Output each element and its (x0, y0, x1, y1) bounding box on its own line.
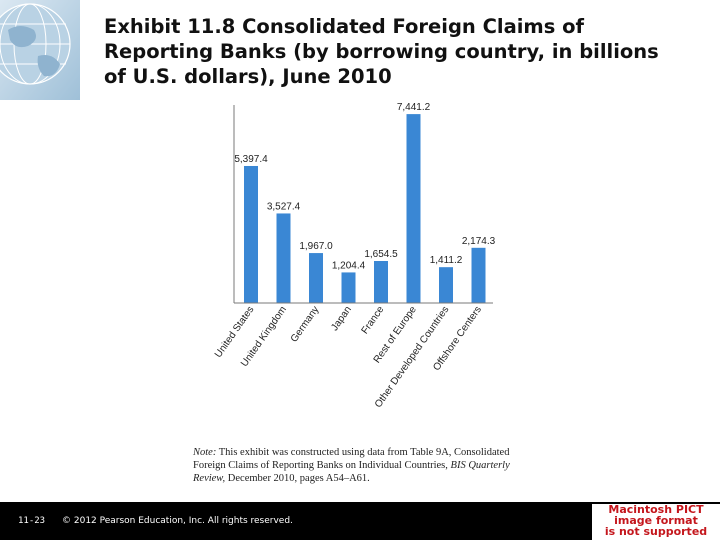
value-label-united-kingdom: 3,527.4 (267, 201, 301, 212)
value-label-germany: 1,967.0 (299, 241, 333, 252)
footer-bar: 11-23 © 2012 Pearson Education, Inc. All… (0, 502, 720, 540)
bar-rest-of-europe (406, 114, 421, 303)
note-source-title-cont: Review, (193, 473, 226, 484)
bar-other-developed-countries (439, 267, 453, 303)
value-label-united-states: 5,397.4 (234, 154, 268, 165)
title-line-3: of U.S. dollars), June 2010 (104, 65, 392, 88)
bar-chart: 5,397.4 3,527.4 1,967.0 1,204.41,654.5 7,441… (213, 102, 496, 410)
globe-logo (0, 0, 80, 100)
copyright-notice: © 2012 Pearson Education, Inc. All right… (62, 516, 293, 526)
title-line-1: Exhibit 11.8 Consolidated Foreign Claims… (104, 15, 585, 38)
note-line-3-text: December 2010, pages A54–A61. (227, 473, 370, 484)
bar-japan (341, 272, 356, 303)
category-label-germany: Germany (289, 304, 322, 344)
note-label: Note: (193, 447, 217, 458)
image-placeholder: Macintosh PICT image format is not suppo… (592, 504, 720, 540)
note-line-2-text: Foreign Claims of Reporting Banks on Ind… (193, 460, 448, 471)
value-label-rest-of-europe: 7,441.2 (397, 102, 431, 113)
placeholder-line-1: Macintosh PICT (608, 503, 704, 516)
note-line-3: Review, December 2010, pages A54–A61. (193, 472, 533, 485)
bar-germany (309, 253, 323, 303)
category-label-france: France (360, 304, 387, 336)
slide-title: Exhibit 11.8 Consolidated Foreign Claims… (104, 14, 704, 89)
value-label-france: 1,654.5 (364, 249, 398, 260)
bar-france (374, 261, 388, 303)
note-line-1-text: This exhibit was constructed using data … (218, 447, 510, 458)
bar-united-kingdom (276, 213, 291, 303)
bar-offshore-centers (471, 247, 486, 303)
slide-number: 11-23 (18, 516, 46, 526)
placeholder-line-3: is not supported (604, 525, 708, 538)
chart-note: Note: This exhibit was constructed using… (193, 446, 533, 485)
value-label-other-developed-countries: 1,411.2 (430, 255, 463, 266)
category-label-japan: Japan (329, 304, 354, 333)
value-labels-layer: 5,397.4 3,527.4 1,967.0 1,204.41,654.5 7,441… (234, 102, 495, 271)
placeholder-line-2: image format (614, 514, 698, 527)
bars-layer (244, 114, 486, 303)
value-label-offshore-centers: 2,174.3 (462, 236, 496, 247)
note-source-title: BIS Quarterly (450, 460, 510, 471)
title-line-2: Reporting Banks (by borrowing country, i… (104, 40, 659, 63)
note-line-2: Foreign Claims of Reporting Banks on Ind… (193, 459, 533, 472)
note-line-1: Note: This exhibit was constructed using… (193, 446, 533, 459)
value-label-japan: 1,204.4 (332, 260, 366, 271)
bar-united-states (244, 165, 258, 303)
